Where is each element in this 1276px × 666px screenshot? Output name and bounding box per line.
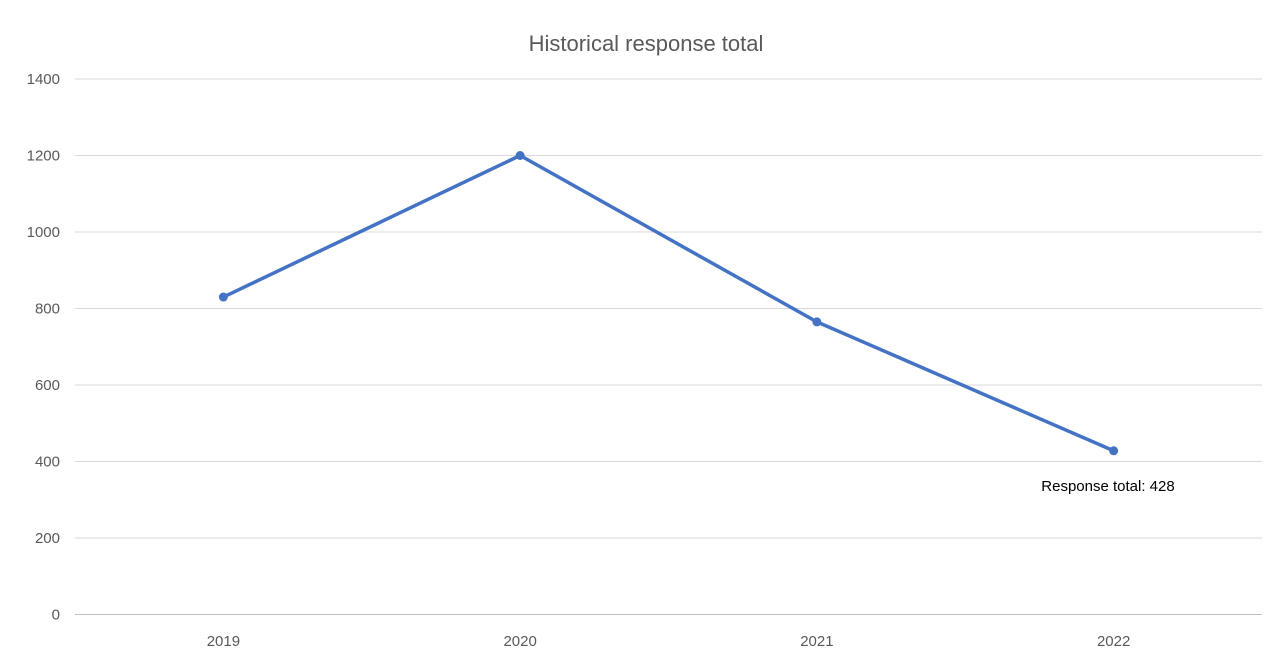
series-group	[218, 151, 1119, 456]
y-tick-label: 600	[35, 377, 60, 394]
y-tick-label: 0	[52, 607, 60, 624]
x-tick-label: 2019	[207, 633, 240, 650]
y-tick-label: 1000	[27, 224, 60, 241]
x-tick-label: 2021	[800, 633, 833, 650]
data-point-marker	[812, 317, 822, 327]
y-tick-label: 1400	[27, 71, 60, 88]
y-tick-label: 200	[35, 530, 60, 547]
x-tick-label: 2020	[503, 633, 536, 650]
data-point-marker	[218, 292, 228, 302]
series-line	[221, 153, 1116, 453]
x-axis-labels-group: 2019 2020 2021 2022	[207, 633, 1131, 650]
data-label-annotation: Response total: 428	[1041, 478, 1174, 495]
y-axis-labels-group: 0 200 400 600 800 1000 1200 1400	[27, 71, 60, 624]
gridlines-group	[75, 78, 1262, 615]
data-point-marker	[515, 151, 525, 160]
chart-title: Historical response total	[529, 31, 764, 56]
y-tick-label: 400	[35, 454, 60, 471]
y-tick-label: 1200	[27, 148, 60, 165]
y-tick-label: 800	[35, 301, 60, 318]
x-tick-label: 2022	[1097, 633, 1130, 650]
data-point-marker	[1109, 446, 1119, 456]
